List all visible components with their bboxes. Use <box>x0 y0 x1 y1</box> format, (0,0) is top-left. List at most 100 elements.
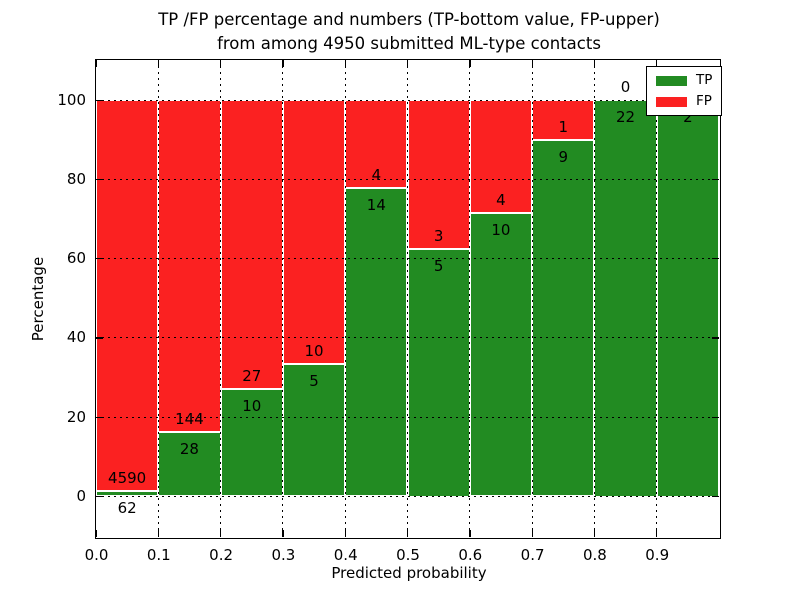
chart-title-line2: from among 4950 submitted ML-type contac… <box>217 34 601 53</box>
bar-segment-fp <box>158 100 221 432</box>
fp-count-label: 4590 <box>108 469 147 488</box>
tp-count-label: 10 <box>491 221 511 240</box>
tp-count-label: 2 <box>683 108 693 126</box>
x-tick-label: 0.5 <box>396 546 420 564</box>
y-tick-mark <box>96 178 103 181</box>
gridline-vertical <box>282 60 284 537</box>
fp-count-label: 1 <box>558 117 569 136</box>
x-tick-mark <box>220 60 222 67</box>
fp-count-label: 0 <box>620 78 631 96</box>
fp-count-label: 4 <box>371 166 382 185</box>
x-tick-mark <box>282 530 284 537</box>
tp-count-label: 28 <box>179 439 199 458</box>
legend-item-fp: FP <box>656 93 712 109</box>
x-tick-label: 0.0 <box>84 546 109 564</box>
y-tick-mark <box>712 496 719 498</box>
tp-count-label: 14 <box>366 196 386 215</box>
bar-segment-fp <box>407 100 470 249</box>
x-tick-mark <box>656 530 658 537</box>
fp-count-label: 144 <box>175 409 204 428</box>
gridline-horizontal <box>96 258 719 260</box>
bar-segment-fp <box>345 100 408 189</box>
y-tick-label: 60 <box>66 249 86 268</box>
legend-label: FP <box>696 93 712 109</box>
chart-title: TP /FP percentage and numbers (TP-bottom… <box>96 8 722 56</box>
fp-count-label: 27 <box>242 367 262 386</box>
x-tick-mark <box>407 60 409 67</box>
x-tick-mark <box>656 60 658 67</box>
gridline-horizontal <box>96 337 719 339</box>
gridline-vertical <box>593 60 595 537</box>
y-tick-label: 0 <box>76 487 86 505</box>
bar-segment-tp <box>594 100 657 497</box>
gridline-vertical <box>344 60 346 537</box>
fp-count-label: 10 <box>304 342 324 361</box>
x-tick-label: 0.4 <box>333 546 358 564</box>
y-tick-mark <box>96 258 103 260</box>
x-tick-label: 0.8 <box>582 546 607 564</box>
x-tick-label: 0.3 <box>271 546 296 564</box>
gridline-horizontal <box>96 416 719 418</box>
x-tick-mark <box>344 530 346 537</box>
legend-swatch-fp <box>656 96 687 107</box>
x-tick-label: 0.7 <box>520 546 545 564</box>
y-tick-label: 100 <box>57 90 86 109</box>
bar-segment-fp <box>532 100 595 140</box>
y-tick-mark <box>712 416 719 418</box>
y-tick-mark <box>96 416 103 418</box>
gridline-vertical <box>157 60 159 537</box>
bar-segment-tp <box>532 139 595 497</box>
tp-count-label: 22 <box>616 108 636 126</box>
bar-segment-tp <box>469 213 533 497</box>
gridline-horizontal <box>96 99 719 101</box>
chart-title-line1: TP /FP percentage and numbers (TP-bottom… <box>158 10 660 29</box>
bar-segment-tp <box>158 431 221 497</box>
x-tick-mark <box>157 530 160 537</box>
bar-segment-fp <box>282 100 346 365</box>
x-tick-mark <box>220 530 222 537</box>
fp-count-label: 4 <box>496 191 506 210</box>
legend-swatch-tp <box>656 75 687 86</box>
bar-segment-tp <box>345 188 408 497</box>
legend-item-tp: TP <box>656 73 712 87</box>
x-tick-mark <box>593 60 596 67</box>
x-tick-mark <box>469 530 471 537</box>
x-tick-label: 0.1 <box>146 546 171 564</box>
y-tick-label: 80 <box>66 169 86 188</box>
bar-segment-fp <box>96 100 159 492</box>
bar-segment-fp <box>469 100 533 214</box>
x-tick-mark <box>282 60 284 67</box>
y-tick-mark <box>96 99 103 101</box>
y-tick-mark <box>712 258 719 260</box>
y-tick-mark <box>712 337 719 339</box>
bar-segment-tp <box>656 100 719 497</box>
y-tick-mark <box>96 337 103 339</box>
x-tick-label: 0.9 <box>645 546 670 564</box>
x-tick-mark <box>95 530 97 537</box>
x-tick-mark <box>157 60 160 67</box>
x-tick-label: 0.6 <box>458 546 483 564</box>
gridline-vertical <box>220 60 222 537</box>
gridline-horizontal <box>96 496 719 497</box>
gridline-vertical <box>531 60 533 537</box>
gridline-vertical <box>407 60 408 537</box>
y-tick-label: 20 <box>66 407 86 426</box>
gridline-vertical <box>656 60 658 537</box>
x-tick-mark <box>407 530 409 537</box>
fp-count-label: 3 <box>433 226 444 245</box>
tp-count-label: 5 <box>433 256 444 275</box>
tp-count-label: 9 <box>558 147 569 166</box>
gridline-vertical <box>469 60 471 537</box>
y-tick-mark <box>712 178 719 181</box>
x-tick-mark <box>531 60 533 67</box>
bar-segment-tp <box>407 248 470 497</box>
y-axis-label: Percentage <box>29 256 47 342</box>
plot-inner: 4590 62 144 28 27 10 10 5 4 14 3 5 4 10 1 9 0 22 2 <box>95 60 719 537</box>
tp-count-label: 62 <box>117 499 137 518</box>
bar-segment-tp <box>96 491 159 497</box>
tp-count-label: 5 <box>309 372 319 391</box>
plot-area: 4590 62 144 28 27 10 10 5 4 14 3 5 4 10 1 9 0 22 2 <box>95 59 721 539</box>
bar-segment-fp <box>220 100 283 390</box>
x-axis-label: Predicted probability <box>331 564 487 582</box>
gridline-horizontal <box>96 178 719 180</box>
